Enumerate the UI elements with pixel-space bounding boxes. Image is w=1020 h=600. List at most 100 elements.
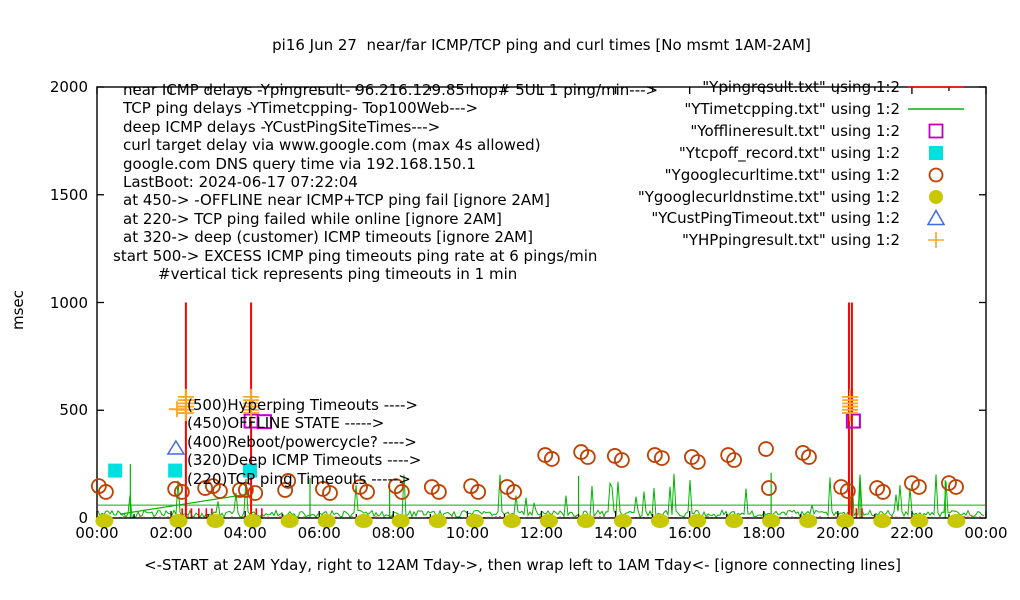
dns-time-dot [391, 514, 410, 528]
y-tick-label: 1500 [49, 185, 88, 204]
level-annotation: (220)TCP ping Timeouts -----> [187, 469, 411, 488]
legend-label: "Ygooglecurltime.txt" using 1:2 [664, 165, 900, 184]
legend-marker-open-square [928, 123, 944, 139]
dns-time-dot [725, 514, 744, 528]
dns-time-dot [354, 514, 373, 528]
legend-marker-filled-square [929, 145, 943, 160]
curl-time-point [506, 484, 522, 500]
legend-row: "YCustPingTimeout.txt" using 1:2 [651, 207, 970, 229]
info-line: LastBoot: 2024-06-17 07:22:04 [123, 173, 358, 191]
level-annotation: (500)Hyperping Timeouts ----> [187, 396, 418, 414]
x-tick-label: 00:00 [964, 524, 1008, 542]
dns-time-dot [762, 514, 781, 528]
x-tick-label: 20:00 [816, 524, 860, 542]
curl-time-point [232, 482, 248, 498]
tcpoff-point [108, 463, 123, 478]
dns-time-dot [613, 514, 632, 528]
curl-time-point [613, 452, 630, 468]
curl-time-point [277, 482, 294, 498]
level-annotation: (320)Deep ICMP Timeouts ----> [187, 451, 422, 470]
dns-time-dot [317, 514, 336, 528]
curl-time-point [801, 449, 817, 465]
excess-timeout-stack-mark [842, 388, 859, 405]
x-axis-label: <-START at 2AM Yday, right to 12AM Tday-… [144, 556, 901, 574]
dns-time-dot [688, 514, 707, 528]
legend-label: "Ypingresult.txt" using 1:2 [702, 78, 900, 96]
y-tick-label: 1000 [49, 293, 88, 312]
curl-time-point [388, 478, 404, 495]
dns-time-dot [539, 514, 558, 528]
y-tick-label: 2000 [49, 78, 88, 96]
curl-time-point [875, 484, 891, 500]
dns-time-dot [576, 514, 595, 528]
legend-label: "YCustPingTimeout.txt" using 1:2 [651, 209, 900, 228]
legend-marker-glyph [929, 189, 943, 204]
dns-time-dot [465, 514, 484, 528]
curl-time-point [247, 485, 264, 501]
dns-time-dot [243, 514, 262, 528]
info-line: start 500-> EXCESS ICMP ping timeouts pi… [113, 246, 598, 265]
curl-time-point [470, 484, 487, 500]
excess-timeout-stack-mark [243, 388, 260, 405]
info-line: at 320-> deep (customer) ICMP timeouts [… [123, 228, 533, 247]
x-tick-label: 02:00 [149, 524, 193, 542]
curl-time-point [758, 441, 774, 457]
legend-marker-glyph [928, 232, 944, 249]
curl-time-point [280, 473, 297, 489]
x-tick-label: 22:00 [890, 524, 934, 542]
legend-marker-open-triangle [926, 209, 946, 226]
curl-time-point [173, 484, 190, 500]
curl-time-point [839, 483, 856, 499]
legend-label: "Ygooglecurldnstime.txt" using 1:2 [637, 187, 900, 206]
info-line: at 450-> -OFFLINE near ICMP+TCP ping fai… [123, 191, 550, 210]
dns-time-dot [95, 514, 114, 528]
info-line: google.com DNS query time via 192.168.15… [123, 154, 476, 173]
info-line: #vertical tick represents ping timeouts … [158, 265, 518, 283]
x-tick-label: 08:00 [371, 524, 415, 542]
legend-row: "Ypingresult.txt" using 1:2 [702, 76, 970, 98]
curl-time-point [322, 485, 338, 501]
legend-row: "Yofflineresult.txt" using 1:2 [690, 120, 970, 142]
curl-time-point [212, 483, 228, 499]
legend-label: "YHPpingresult.txt" using 1:2 [681, 231, 900, 250]
x-tick-label: 12:00 [519, 524, 564, 542]
x-tick-label: 10:00 [445, 524, 490, 542]
offline-point [845, 413, 861, 429]
excess-timeout-stack-mark [177, 388, 194, 405]
chart-title: pi16 Jun 27 near/far ICMP/TCP ping and c… [272, 36, 811, 54]
curl-time-point [97, 484, 114, 500]
legend-row: "Ygooglecurltime.txt" using 1:2 [665, 164, 970, 186]
legend-row: "Ytcpoff_record.txt" using 1:2 [679, 142, 970, 164]
dns-time-dot [873, 514, 892, 528]
y-axis-label: msec [9, 290, 27, 330]
x-tick-label: 04:00 [223, 524, 267, 542]
dns-time-dot [206, 514, 225, 528]
info-line: deep ICMP delays -YCustPingSiteTimes---> [123, 117, 441, 136]
curl-time-point [579, 449, 596, 465]
legend-marker-open-circle [928, 167, 944, 182]
curl-time-point [393, 484, 410, 500]
green-connecting-line [119, 493, 249, 515]
dns-time-dot [947, 514, 966, 528]
legend-marker-line [908, 86, 964, 88]
info-line: TCP ping delays -YTimetcpping- Top100Web… [123, 99, 479, 118]
curl-time-point [653, 450, 670, 466]
curl-time-point [646, 447, 663, 463]
level-annotation: (450)OFFLINE STATE -----> [187, 414, 385, 433]
legend-marker-plus [928, 232, 944, 249]
curl-time-point [238, 482, 254, 498]
curl-time-point [359, 484, 375, 500]
x-tick-label: 18:00 [742, 524, 786, 542]
curl-time-point [726, 452, 743, 468]
dns-time-dot [799, 514, 818, 528]
info-line: near ICMP delays -Ypingresult- 96.216.12… [123, 81, 659, 99]
y-tick-label: 500 [59, 401, 88, 420]
x-tick-label: 00:00 [75, 524, 119, 542]
level-annotation: (400)Reboot/powercycle? ----> [187, 432, 417, 451]
curl-time-point [948, 479, 964, 495]
info-line: curl target delay via www.google.com (ma… [123, 136, 541, 155]
y-tick-label: 0 [78, 509, 88, 527]
tcpoff-point [242, 463, 257, 478]
legend-row: "YTimetcpping.txt" using 1:2 [684, 98, 970, 120]
